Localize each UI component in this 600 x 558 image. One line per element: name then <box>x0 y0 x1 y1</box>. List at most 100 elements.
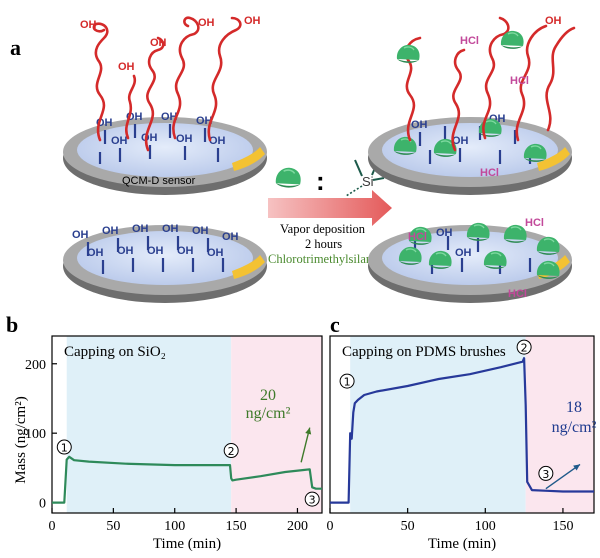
chart-b-xtick-label: 50 <box>106 519 120 534</box>
svg-text:OH: OH <box>222 231 239 243</box>
svg-text:HCl: HCl <box>525 217 544 229</box>
svg-text:OH: OH <box>455 247 472 259</box>
panel-letter-b: b <box>6 312 18 337</box>
chart-b-xtick-label: 100 <box>164 519 185 534</box>
chart-c-xtick-label: 150 <box>552 519 573 534</box>
chart-c-xtick-label: 100 <box>475 519 496 534</box>
chart-b-step-marker-label-2: 3 <box>309 494 316 507</box>
chart-b-xtick-label: 150 <box>226 519 247 534</box>
svg-text:OH: OH <box>161 111 178 123</box>
svg-text:HCl: HCl <box>508 288 527 300</box>
hcl-labels-top: HCl HCl HCl <box>460 35 529 179</box>
svg-text:OH: OH <box>196 115 213 127</box>
svg-text:HCl: HCl <box>510 75 529 87</box>
chart-b-step-marker-label-1: 2 <box>228 445 235 458</box>
svg-text:OH: OH <box>436 227 453 239</box>
svg-text:OH: OH <box>411 119 428 131</box>
arrow-label-line3: Chlorotrimethylsilane <box>268 252 378 266</box>
svg-text:OH: OH <box>162 223 179 235</box>
panel-letter-a: a <box>10 35 21 60</box>
svg-text:OH: OH <box>198 17 215 29</box>
chart-b-step-marker-2 <box>304 491 320 507</box>
polymer-chains <box>92 16 242 152</box>
chart-b-title: Capping on SiO₂ <box>64 344 166 360</box>
svg-text:OH: OH <box>102 225 119 237</box>
polymer-oh-labels: OH OH OH OH OH <box>80 15 261 73</box>
svg-text:OH: OH <box>147 245 164 257</box>
svg-text:HCl: HCl <box>480 167 499 179</box>
hcl-labels-bottom: HCl HCl HCl <box>408 217 544 300</box>
svg-text:OH: OH <box>150 37 167 49</box>
chart-b-frame <box>51 335 323 514</box>
arrow-label-line1: Vapor deposition <box>280 222 366 236</box>
svg-text:HCl: HCl <box>408 231 427 243</box>
chart-c-title: Capping on PDMS brushes <box>342 344 506 360</box>
svg-text:OH: OH <box>80 19 97 31</box>
chart-c-step-marker-0 <box>339 373 355 389</box>
chart-b: 0 50 100 150 200 0 100 200 Time (min) Capping on … <box>25 335 323 552</box>
panel-letter-c: c <box>330 312 340 337</box>
arrow-label-line2: 2 hours <box>305 237 342 251</box>
chart-b-ylabel: Mass (ng/cm²) <box>13 396 29 483</box>
chart-b-annotation-value: 20 <box>260 387 276 404</box>
capped-polymer-chains <box>404 16 576 152</box>
chart-b-xlabel: Time (min) <box>153 536 221 552</box>
svg-text:OH: OH <box>244 15 261 27</box>
chart-c-annotation-arrowhead <box>573 464 581 471</box>
svg-text:OH: OH <box>118 61 135 73</box>
chart-b-xtick-label: 0 <box>49 519 56 534</box>
svg-text:OH: OH <box>111 135 128 147</box>
chart-c-step-marker-2 <box>538 465 554 481</box>
oh-labels: OH OH OH OH OH OH OH OH OH OH OH <box>72 223 239 259</box>
chart-c-step-marker-label-2: 3 <box>542 468 549 481</box>
chart-b-annotation-arrowhead <box>305 427 312 435</box>
chart-b-step-marker-label-0: 1 <box>61 442 68 455</box>
svg-text:OH: OH <box>177 245 194 257</box>
chart-b-step-marker-1 <box>223 443 239 459</box>
svg-text:OH: OH <box>209 135 226 147</box>
svg-text:OH: OH <box>176 133 193 145</box>
svg-text:OH: OH <box>87 247 104 259</box>
sensor-electrode <box>232 255 265 279</box>
chart-b-series-line-0 <box>52 455 322 504</box>
sensor-disk-bottom-right: OH OH <box>368 222 572 303</box>
svg-text:Si: Si <box>362 174 374 189</box>
chart-c-annotation-arrow <box>545 463 581 490</box>
sensor-electrode <box>232 147 265 171</box>
chart-b-xtick-label: 200 <box>287 519 308 534</box>
chart-c-xlabel: Time (min) <box>428 536 496 552</box>
svg-text:OH: OH <box>192 225 209 237</box>
svg-text:OH: OH <box>117 245 134 257</box>
chain-oh-label: OH <box>545 15 562 27</box>
svg-text:HCl: HCl <box>460 35 479 47</box>
chart-c-xtick-label: 50 <box>401 519 415 534</box>
chart-c-step-marker-1 <box>516 339 532 355</box>
svg-text:OH: OH <box>207 247 224 259</box>
chart-b-ytick-label: 100 <box>25 427 46 442</box>
chart-c-annotation-unit: ng/cm² <box>552 419 597 436</box>
chart-b-annotation-unit: ng/cm² <box>246 405 291 422</box>
chart-b-region-0 <box>66 336 232 513</box>
sensor-label: QCM-D sensor <box>122 175 196 187</box>
chart-b-ytick-label: 200 <box>25 358 46 373</box>
chart-c-region-1 <box>525 336 594 513</box>
sensor-disk-top-right: OH OH OH <box>368 113 572 195</box>
svg-text:OH: OH <box>132 223 149 235</box>
chart-b-region-1 <box>231 336 322 513</box>
chart-b-step-marker-0 <box>56 439 72 455</box>
oh-sticks <box>86 236 225 274</box>
chart-c-step-marker-label-0: 1 <box>344 376 351 389</box>
chart-c-series-line-0 <box>330 357 594 504</box>
reagent-cap-icon <box>275 166 302 189</box>
oh-sticks <box>98 124 220 164</box>
chart-c-region-0 <box>350 336 526 513</box>
chart-c: 0 50 100 150 Time (min) Capping on PDMS brush… <box>327 335 597 552</box>
chart-c-xtick-label: 0 <box>327 519 334 534</box>
sensor-disk-bottom-left: OH OH OH OH OH OH OH OH OH OH OH <box>63 223 267 303</box>
svg-text:OH: OH <box>452 135 469 147</box>
reagent-separator: : <box>316 166 325 196</box>
chart-c-step-marker-label-1: 2 <box>521 342 528 355</box>
svg-text:OH: OH <box>141 132 158 144</box>
chart-b-ytick-label: 0 <box>39 497 46 512</box>
